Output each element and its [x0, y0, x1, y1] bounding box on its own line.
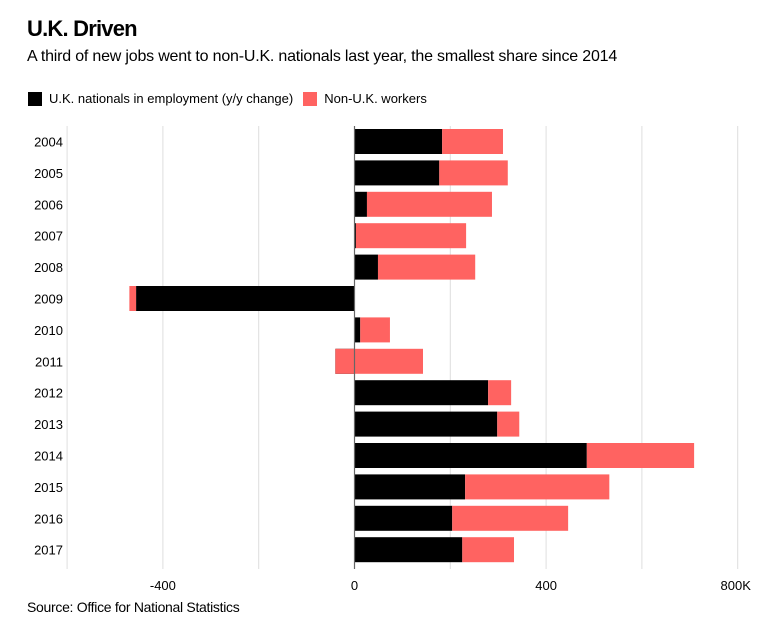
category-label: 2006 [34, 197, 63, 212]
x-tick-label: -400 [150, 578, 176, 593]
bar-uk-2017 [354, 537, 463, 563]
chart-title: U.K. Driven [27, 16, 138, 41]
bar-non-uk-2009 [129, 286, 137, 311]
bar-uk-2014 [354, 443, 587, 468]
bar-non-uk-2013 [497, 411, 520, 437]
category-label: 2011 [35, 354, 63, 369]
bar-uk-2010 [354, 317, 361, 343]
category-label: 2016 [34, 511, 63, 526]
bar-uk-2008 [354, 254, 378, 280]
bar-non-uk-2015 [465, 474, 610, 500]
chart-subtitle: A third of new jobs went to non-U.K. nat… [27, 48, 618, 65]
legend-item-non-uk: Non-U.K. workers [303, 91, 427, 106]
category-label: 2007 [34, 229, 63, 244]
gridlines [66, 126, 739, 569]
x-tick-label: 0 [351, 578, 358, 593]
x-tick-label: 400 [535, 578, 557, 593]
category-labels: 2004 2005 2006 2007 2008 2009 2010 2011 2012 2013… [34, 135, 63, 558]
bar-uk-2012 [354, 380, 489, 406]
category-label: 2005 [34, 166, 63, 181]
bar-uk-2016 [354, 505, 453, 531]
legend-item-uk: U.K. nationals in employment (y/y change… [28, 91, 293, 106]
x-tick-label: 800K [721, 578, 752, 593]
bar-uk-2007 [354, 223, 356, 249]
category-label: 2010 [34, 323, 63, 338]
bar-non-uk-2005 [439, 160, 508, 186]
category-label: 2004 [34, 135, 63, 150]
bar-non-uk-2011 [335, 348, 423, 374]
category-label: 2017 [34, 543, 63, 558]
category-label: 2014 [34, 449, 63, 464]
bar-uk-2013 [354, 411, 498, 437]
category-label: 2009 [34, 292, 63, 307]
bars [129, 129, 695, 563]
bar-uk-2015 [354, 474, 466, 500]
legend-swatch-non-uk [303, 91, 318, 106]
source-note: Source: Office for National Statistics [27, 599, 240, 615]
legend-label-non-uk: Non-U.K. workers [324, 91, 427, 106]
category-label: 2015 [34, 480, 63, 495]
bar-uk-2006 [354, 191, 367, 217]
bar-non-uk-2012 [488, 380, 512, 406]
bar-non-uk-2004 [442, 129, 503, 154]
bar-non-uk-2014 [586, 443, 695, 468]
category-label: 2013 [34, 417, 63, 432]
x-tick-labels: -400 0 400 800K [150, 578, 751, 593]
bar-uk-2004 [354, 129, 443, 154]
bar-non-uk-2006 [366, 191, 492, 217]
legend: U.K. nationals in employment (y/y change… [28, 91, 437, 106]
bar-non-uk-2016 [452, 505, 569, 531]
bar-non-uk-2008 [377, 254, 476, 280]
bar-uk-2009 [136, 286, 355, 311]
category-label: 2008 [34, 260, 63, 275]
legend-swatch-uk [28, 91, 42, 106]
bar-uk-2005 [354, 160, 440, 186]
legend-label-uk: U.K. nationals in employment (y/y change… [49, 91, 294, 106]
category-label: 2012 [34, 386, 63, 401]
bar-non-uk-2007 [355, 223, 467, 249]
bar-non-uk-2017 [462, 537, 515, 563]
bar-non-uk-2010 [360, 317, 390, 343]
